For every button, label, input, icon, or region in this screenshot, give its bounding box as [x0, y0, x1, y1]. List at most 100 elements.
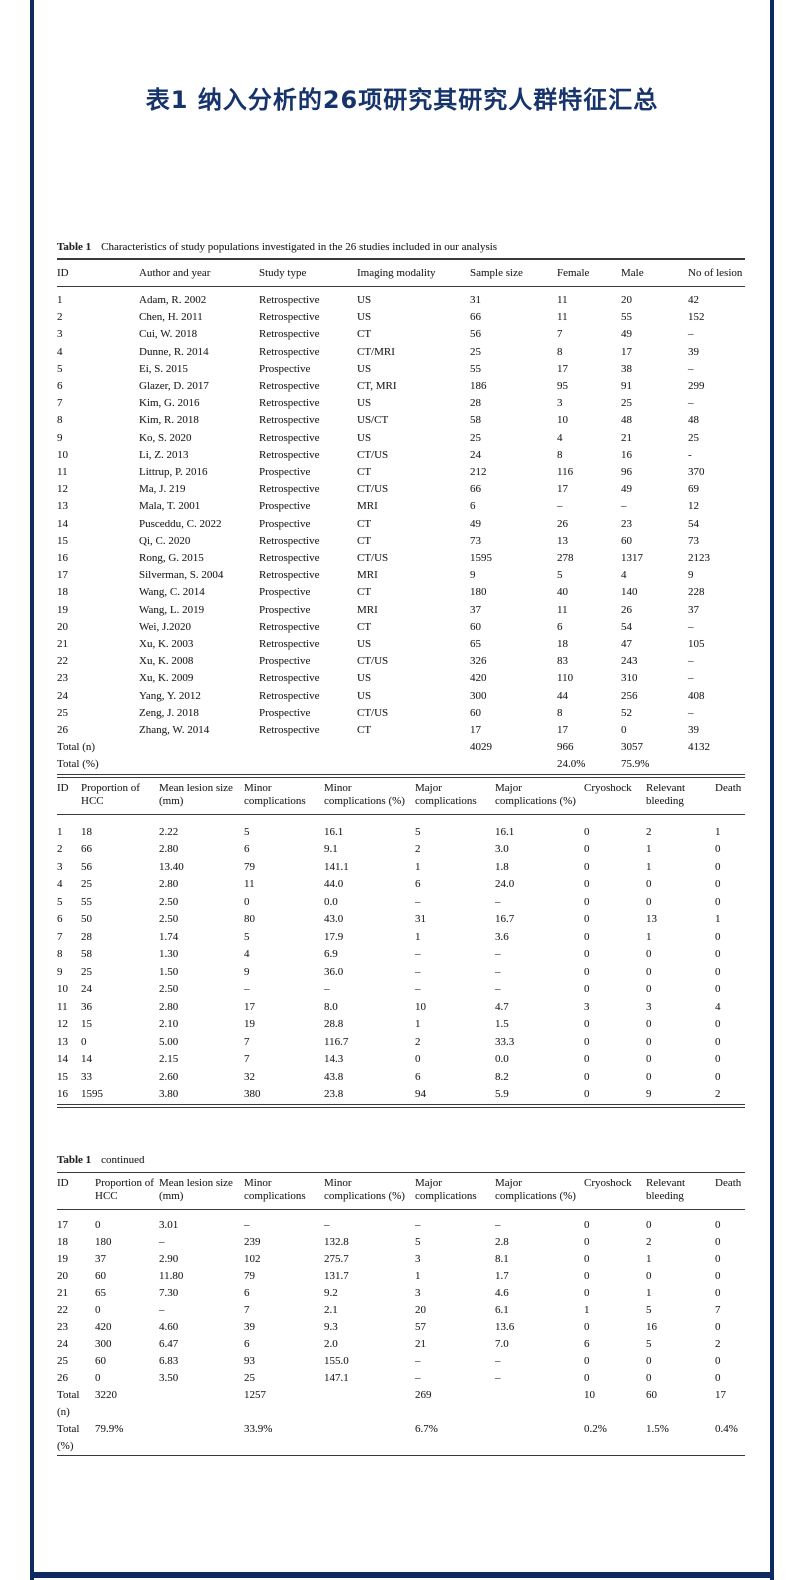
table-cell: 54	[621, 620, 632, 633]
table-row: 4 Dunne, R. 2014 Retrospective CT/MRI 25 8 17 3…	[57, 344, 745, 361]
table-cell: 20	[57, 1269, 68, 1282]
table-cell: 8	[57, 414, 63, 427]
table-header-row: ID Proportion of HCC Mean lesion size (mm)…	[57, 777, 745, 815]
table-cell: 1.5	[495, 1018, 509, 1031]
table-cell: –	[495, 1371, 501, 1384]
table-row: 5 Ei, S. 2015 Prospective US 55 17 38 –	[57, 361, 745, 378]
table-cell	[159, 1421, 244, 1456]
table-row: 12 15 2.10 19 28.8 1 1.5 0 0 0	[57, 1016, 745, 1034]
table-cell: –	[159, 1303, 165, 1316]
table-cell: 2.22	[159, 825, 179, 838]
table-cell: 14	[81, 1053, 92, 1066]
table-cell: 0	[715, 1286, 721, 1299]
table-cell: CT	[357, 586, 372, 599]
table-cell: 26	[57, 1371, 68, 1384]
table-cell: 3.01	[159, 1218, 179, 1231]
table-row: 2 Chen, H. 2011 Retrospective US 66 11 55 152	[57, 309, 745, 326]
table-cell: 0	[715, 948, 721, 961]
table-cell: 0	[715, 1252, 721, 1265]
table-cell: 60	[621, 534, 632, 547]
column-header: Mean lesion size (mm)	[159, 1172, 244, 1210]
table-cell: 2.10	[159, 1018, 179, 1031]
table-cell: 17	[57, 1218, 68, 1231]
table-cell: 49	[621, 328, 632, 341]
table-cell: 278	[557, 552, 574, 565]
table-cell: Wang, L. 2019	[139, 603, 205, 616]
table-cell: 3220	[95, 1388, 117, 1401]
table-cell: Retrospective	[259, 397, 320, 410]
table-cell: 0	[715, 983, 721, 996]
table-row: 3 56 13.40 79 141.1 1 1.8 0 1 0	[57, 859, 745, 877]
table-cell: 239	[244, 1235, 261, 1248]
table-cell: US	[357, 638, 372, 651]
table-cell: 10	[57, 448, 68, 461]
table-cell: 22	[57, 655, 68, 668]
table-cell: 49	[621, 483, 632, 496]
table-cell: 7	[57, 930, 63, 943]
table-cell: –	[688, 362, 694, 375]
table-cell: 2.50	[159, 913, 179, 926]
table-cell: 10	[415, 1000, 426, 1013]
table-cell: 2	[646, 1235, 652, 1248]
table-cell: 6	[470, 500, 476, 513]
table-row: 17 0 3.01 – – – – 0 0 0	[57, 1209, 745, 1234]
table-cell: 1	[415, 1269, 421, 1282]
table-cell: –	[688, 706, 694, 719]
table-cell: 6	[584, 1337, 590, 1350]
table-cell: 0	[715, 1354, 721, 1367]
table-row: 18 Wang, C. 2014 Prospective CT 180 40 140 228	[57, 584, 745, 601]
table-cell: 80	[244, 913, 255, 926]
table-row: 22 0 – 7 2.1 20 6.1 1 5 7	[57, 1302, 745, 1319]
table-cell: 370	[688, 466, 705, 479]
table-cell: 65	[95, 1286, 106, 1299]
table-cell: 0	[584, 965, 590, 978]
table-cell: 26	[621, 603, 632, 616]
table-cell: 20	[415, 1303, 426, 1316]
table-cell: 6	[415, 1070, 421, 1083]
frame-bottom-border	[30, 1572, 774, 1578]
table-cell: MRI	[357, 603, 378, 616]
table-cell	[357, 739, 470, 756]
table-cell: Cui, W. 2018	[139, 328, 198, 341]
table-cell: 1.7	[495, 1269, 509, 1282]
table-cell	[139, 739, 259, 756]
column-header: Cryoshock	[584, 1172, 646, 1210]
table-cell: 0	[621, 724, 627, 737]
table-cell: 0	[646, 1269, 652, 1282]
table-cell: 6	[244, 1337, 250, 1350]
table-cell: 4	[621, 569, 627, 582]
table-cell: 60	[95, 1354, 106, 1367]
table-cell: Xu, K. 2009	[139, 672, 194, 685]
table-cell: 1.74	[159, 930, 179, 943]
table-cell: –	[688, 672, 694, 685]
table-row: 16 1595 3.80 380 23.8 94 5.9 0 9 2	[57, 1086, 745, 1106]
table-cell: US	[357, 362, 372, 375]
table-cell: Retrospective	[259, 638, 320, 651]
table-cell: 3	[557, 397, 563, 410]
table-cell: 25	[81, 878, 92, 891]
table-cell: 0	[715, 1070, 721, 1083]
table-cell: 42	[688, 294, 699, 306]
table-cell: 17	[715, 1388, 726, 1401]
table-cell: 10	[57, 983, 68, 996]
table-row: 25 60 6.83 93 155.0 – – 0 0 0	[57, 1353, 745, 1370]
table-cell: 6	[415, 878, 421, 891]
table-cell: 37	[470, 603, 481, 616]
table-cell: 0.0	[495, 1053, 509, 1066]
column-header: Minor complications	[244, 777, 324, 815]
table-cell: 24.0	[495, 878, 515, 891]
table-cell: 4	[715, 1000, 721, 1013]
table-cell: 44.0	[324, 878, 344, 891]
column-header: Death	[715, 1172, 745, 1210]
table-row: 23 Xu, K. 2009 Retrospective US 420 110 310 –	[57, 670, 745, 687]
table-cell: –	[495, 1354, 501, 1367]
table-cell: 102	[244, 1252, 261, 1265]
table-cell: Prospective	[259, 362, 311, 375]
table-cell: 16.1	[324, 825, 344, 838]
table-cell: 1	[715, 825, 721, 838]
table-header-row: ID Proportion of HCC Mean lesion size (mm)…	[57, 1172, 745, 1210]
column-header: Minor complications	[244, 1172, 324, 1210]
table-cell: 1317	[621, 552, 643, 565]
table-cell: 11.80	[159, 1269, 184, 1282]
table-row: 11 36 2.80 17 8.0 10 4.7 3 3 4	[57, 999, 745, 1017]
